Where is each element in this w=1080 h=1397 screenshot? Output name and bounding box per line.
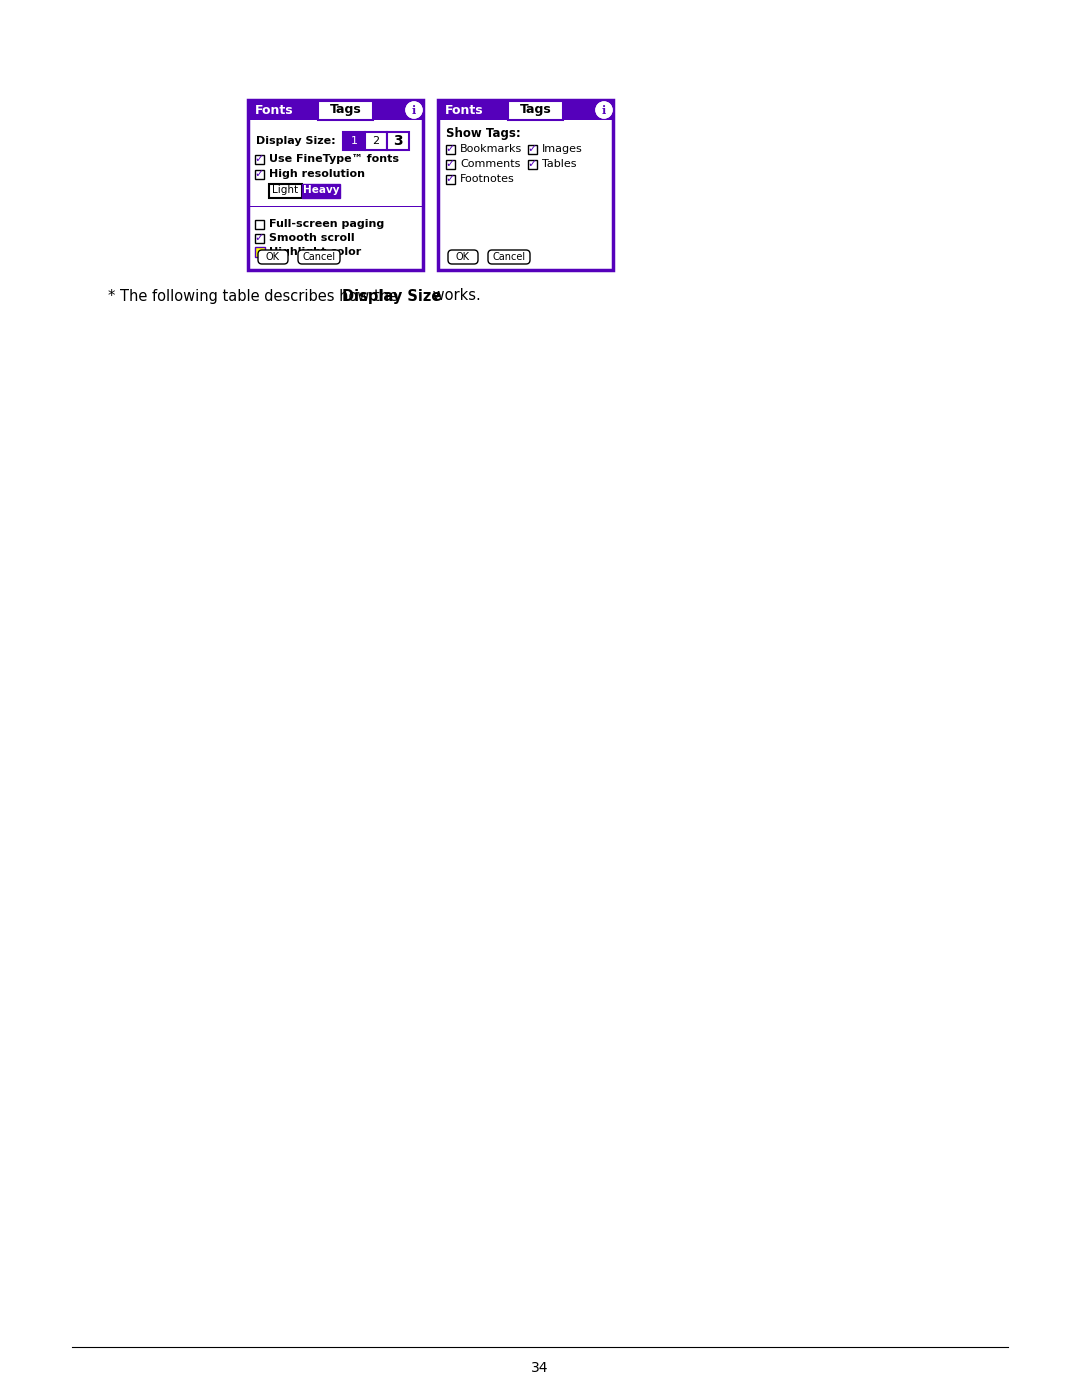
Text: ✓: ✓ xyxy=(255,233,265,243)
Text: Show Tags:: Show Tags: xyxy=(446,127,521,141)
FancyBboxPatch shape xyxy=(258,250,288,264)
Text: ✓: ✓ xyxy=(446,144,455,154)
Text: Use FineType™ fonts: Use FineType™ fonts xyxy=(269,154,399,163)
Text: works.: works. xyxy=(429,289,482,303)
Bar xyxy=(365,131,387,149)
Text: * The following table describes how the: * The following table describes how the xyxy=(108,289,403,303)
Bar xyxy=(248,101,423,120)
Text: 2: 2 xyxy=(373,136,379,147)
Text: Full-screen paging: Full-screen paging xyxy=(269,219,384,229)
Bar xyxy=(255,233,264,243)
Text: Fonts: Fonts xyxy=(445,103,484,116)
Text: Bookmarks: Bookmarks xyxy=(460,144,523,154)
Text: OK: OK xyxy=(266,251,280,263)
Text: ✓: ✓ xyxy=(255,154,265,163)
Text: ✓: ✓ xyxy=(255,169,265,179)
Bar xyxy=(255,155,264,163)
Text: 34: 34 xyxy=(531,1361,549,1375)
Bar xyxy=(269,184,302,198)
Bar xyxy=(446,159,455,169)
Text: ✓: ✓ xyxy=(446,159,455,169)
Text: High resolution: High resolution xyxy=(269,169,365,179)
Text: i: i xyxy=(602,105,606,116)
Bar xyxy=(343,131,365,149)
Bar xyxy=(255,247,265,257)
Text: Smooth scroll: Smooth scroll xyxy=(269,233,354,243)
Bar xyxy=(387,131,409,149)
Text: Display Size: Display Size xyxy=(342,289,442,303)
Bar xyxy=(508,101,563,120)
Text: Tags: Tags xyxy=(519,103,552,116)
Text: Fonts: Fonts xyxy=(255,103,294,116)
Bar xyxy=(528,159,537,169)
Bar xyxy=(446,144,455,154)
Text: Display Size:: Display Size: xyxy=(256,136,336,147)
Text: Tables: Tables xyxy=(542,159,577,169)
Text: Heavy: Heavy xyxy=(302,184,339,196)
Bar xyxy=(248,205,423,207)
Text: Cancel: Cancel xyxy=(302,251,336,263)
Text: Highlight color: Highlight color xyxy=(269,247,361,257)
Text: Images: Images xyxy=(542,144,583,154)
FancyBboxPatch shape xyxy=(298,250,340,264)
Bar xyxy=(528,144,537,154)
Bar xyxy=(446,175,455,183)
Bar xyxy=(255,219,264,229)
Text: ✓: ✓ xyxy=(528,144,537,154)
Bar xyxy=(302,184,340,198)
Text: Tags: Tags xyxy=(329,103,362,116)
Text: Light: Light xyxy=(272,184,298,196)
FancyBboxPatch shape xyxy=(448,250,478,264)
Text: Footnotes: Footnotes xyxy=(460,175,515,184)
Bar xyxy=(438,101,613,120)
Text: OK: OK xyxy=(456,251,470,263)
Circle shape xyxy=(406,102,422,117)
FancyBboxPatch shape xyxy=(488,250,530,264)
Text: ✓: ✓ xyxy=(528,159,537,169)
Text: 1: 1 xyxy=(351,136,357,147)
Text: Cancel: Cancel xyxy=(492,251,526,263)
Circle shape xyxy=(596,102,612,117)
Bar xyxy=(318,101,373,120)
Text: Comments: Comments xyxy=(460,159,521,169)
Text: 3: 3 xyxy=(393,134,403,148)
Bar xyxy=(438,101,613,270)
Bar xyxy=(255,169,264,179)
Text: ✓: ✓ xyxy=(446,175,455,184)
Text: i: i xyxy=(411,105,416,116)
Bar xyxy=(248,101,423,270)
